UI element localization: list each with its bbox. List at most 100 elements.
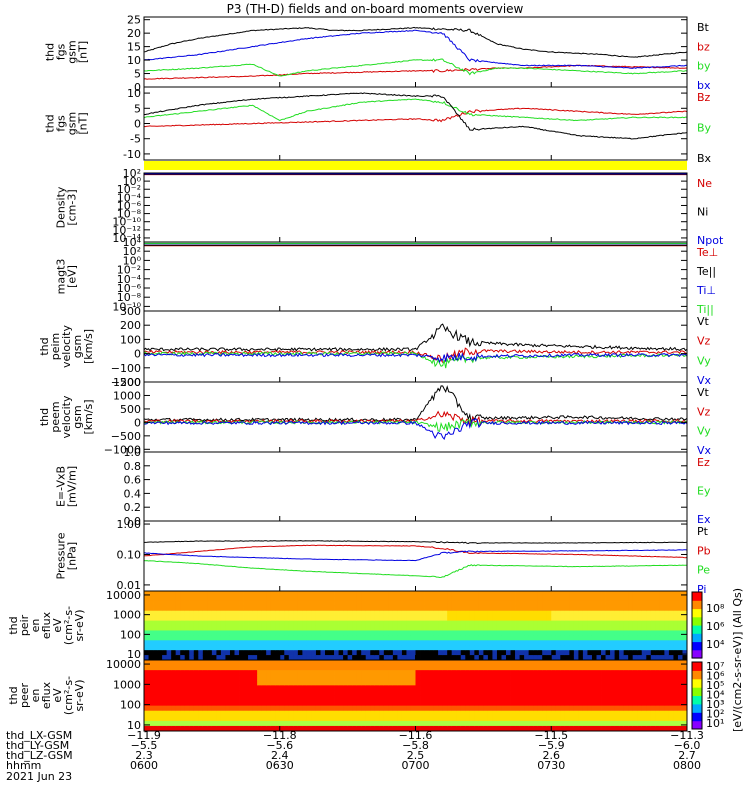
legend-label: bz [697, 40, 710, 53]
spectrogram-cell [460, 591, 466, 597]
spectrogram-cell [677, 630, 683, 636]
spectrogram-cell [343, 705, 349, 712]
spectrogram-cell [220, 630, 226, 636]
spectrogram-cell [623, 670, 629, 676]
y-axis-label: (cm²-s- [62, 606, 75, 645]
spectrogram-cell [229, 595, 235, 602]
spectrogram-cell [492, 615, 498, 621]
spectrogram-cell [573, 591, 579, 597]
spectrogram-cell [551, 640, 557, 646]
spectrogram-cell [601, 655, 606, 661]
spectrogram-cell [619, 700, 625, 707]
spectrogram-cell [293, 630, 299, 636]
spectrogram-cell [515, 715, 520, 722]
spectrogram-cell [573, 725, 579, 732]
spectrogram-cell [266, 670, 272, 676]
spectrogram-cell [175, 710, 181, 717]
spectrogram-cell [424, 725, 430, 732]
spectrogram-cell [302, 650, 308, 656]
spectrogram-cell [537, 680, 543, 686]
spectrogram-cell [211, 660, 217, 666]
spectrogram-cell [555, 705, 561, 712]
spectrogram-cell [641, 715, 647, 722]
spectrogram-cell [673, 710, 679, 717]
spectrogram-cell [397, 725, 403, 732]
spectrogram-cell [225, 695, 231, 701]
spectrogram-cell [564, 595, 570, 602]
spectrogram-cell [270, 665, 276, 671]
spectrogram-cell [537, 710, 543, 717]
spectrogram-cell [610, 640, 616, 646]
spectrogram-cell [601, 675, 606, 681]
spectrogram-cell [659, 670, 665, 676]
series-line-black [143, 26, 688, 58]
spectrogram-cell [198, 700, 204, 707]
spectrogram-cell [320, 620, 326, 626]
spectrogram-cell [171, 605, 177, 612]
spectrogram-cell [379, 600, 385, 607]
colorbar-segment [692, 633, 702, 643]
colorbar-segment [692, 687, 702, 696]
spectrogram-cell [447, 591, 453, 597]
series-line-red [143, 544, 688, 559]
spectrogram-cell [365, 725, 371, 732]
legend-label: Pi [697, 583, 706, 596]
spectrogram-cell [496, 615, 502, 621]
spectrogram-cell [261, 600, 267, 607]
spectrogram-cell [578, 695, 584, 701]
spectrogram-cell [619, 705, 625, 712]
spectrogram-cell [343, 690, 349, 696]
spectrogram-cell [338, 600, 344, 607]
spectrogram-cell [614, 720, 620, 727]
spectrogram-cell [641, 645, 647, 651]
spectrogram-cell [171, 675, 177, 681]
spectrogram-cell [619, 610, 625, 617]
spectrogram-cell [564, 700, 570, 707]
spectrogram-cell [243, 690, 249, 696]
spectrogram-cell [415, 591, 421, 597]
spectrogram-cell [397, 650, 403, 656]
spectrogram-cell [211, 650, 217, 656]
spectrogram-cell [573, 655, 579, 661]
colorbar-tick-label: 10⁸ [706, 602, 725, 615]
spectrogram-cell [180, 620, 186, 626]
spectrogram-cell [668, 595, 674, 602]
spectrogram-cell [465, 690, 471, 696]
spectrogram-cell [555, 650, 561, 656]
spectrogram-cell [220, 715, 226, 722]
spectrogram-cell [284, 630, 290, 636]
spectrogram-cell [596, 715, 602, 722]
spectrogram-cell [469, 605, 475, 612]
spectrogram-cell [401, 635, 407, 641]
spectrogram-cell [415, 705, 421, 712]
spectrogram-cell [637, 715, 643, 722]
spectrogram-cell [483, 725, 489, 732]
spectrogram-cell [297, 700, 303, 707]
spectrogram-cell [646, 635, 652, 641]
spectrogram-cell [465, 600, 471, 607]
spectrogram-cell [406, 591, 412, 597]
spectrogram-cell [533, 635, 539, 641]
spectrogram-cell [483, 595, 489, 602]
spectrogram-cell [451, 715, 457, 722]
spectrogram-cell [646, 625, 652, 631]
spectrogram-cell [646, 690, 652, 696]
spectrogram-cell [189, 610, 195, 617]
spectrogram-cell [406, 600, 412, 607]
spectrogram-cell [392, 625, 398, 631]
spectrogram-cell [356, 640, 362, 646]
spectrogram-cell [560, 690, 566, 696]
spectrogram-cell [582, 710, 588, 717]
spectrogram-cell [474, 675, 480, 681]
spectrogram-cell [478, 650, 484, 656]
spectrogram-cell [506, 675, 511, 681]
spectrogram-cell [420, 591, 425, 597]
spectrogram-cell [157, 605, 163, 612]
spectrogram-cell [270, 600, 276, 607]
spectrogram-cell [275, 690, 281, 696]
spectrogram-cell [537, 715, 543, 722]
spectrogram-cell [478, 710, 484, 717]
spectrogram-cell [397, 591, 403, 597]
spectrogram-cell [356, 715, 362, 722]
spectrogram-cell [162, 715, 168, 722]
